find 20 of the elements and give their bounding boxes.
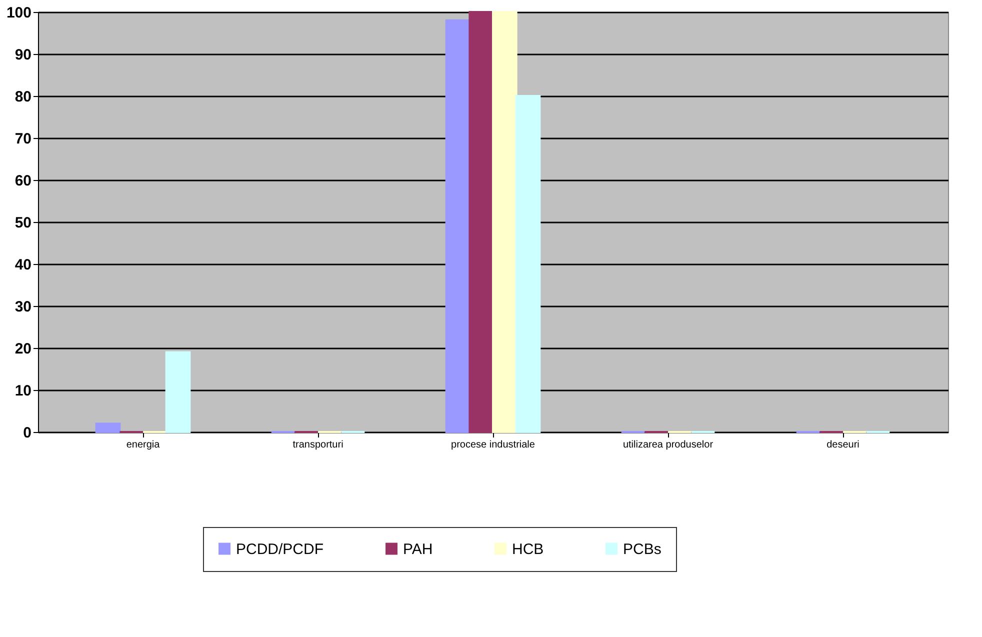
- y-tick-label: 40: [14, 256, 32, 274]
- x-tick-label: utilizarea produselor: [622, 440, 714, 450]
- y-tick-label: 60: [14, 172, 32, 190]
- y-tick-label: 70: [14, 130, 32, 148]
- y-tick-label: 20: [14, 340, 32, 358]
- y-tick-label: 90: [14, 46, 32, 64]
- x-tick-label: deseuri: [826, 440, 860, 450]
- y-tick-label: 50: [14, 214, 32, 232]
- y-tick-label: 80: [14, 88, 32, 106]
- y-tick-label: 100: [6, 4, 32, 22]
- y-tick-label: 30: [14, 298, 32, 316]
- y-tick-label: 10: [14, 382, 32, 400]
- legend-label: HCB: [512, 540, 544, 558]
- legend-label: PCDD/PCDF: [236, 540, 324, 558]
- legend-label: PCBs: [623, 540, 662, 558]
- x-tick-label: energia: [126, 440, 160, 450]
- legend-label: PAH: [403, 540, 433, 558]
- x-tick-label: procese industriale: [451, 440, 536, 450]
- x-tick-label: transporturi: [292, 440, 344, 450]
- y-tick-label: 0: [23, 424, 32, 442]
